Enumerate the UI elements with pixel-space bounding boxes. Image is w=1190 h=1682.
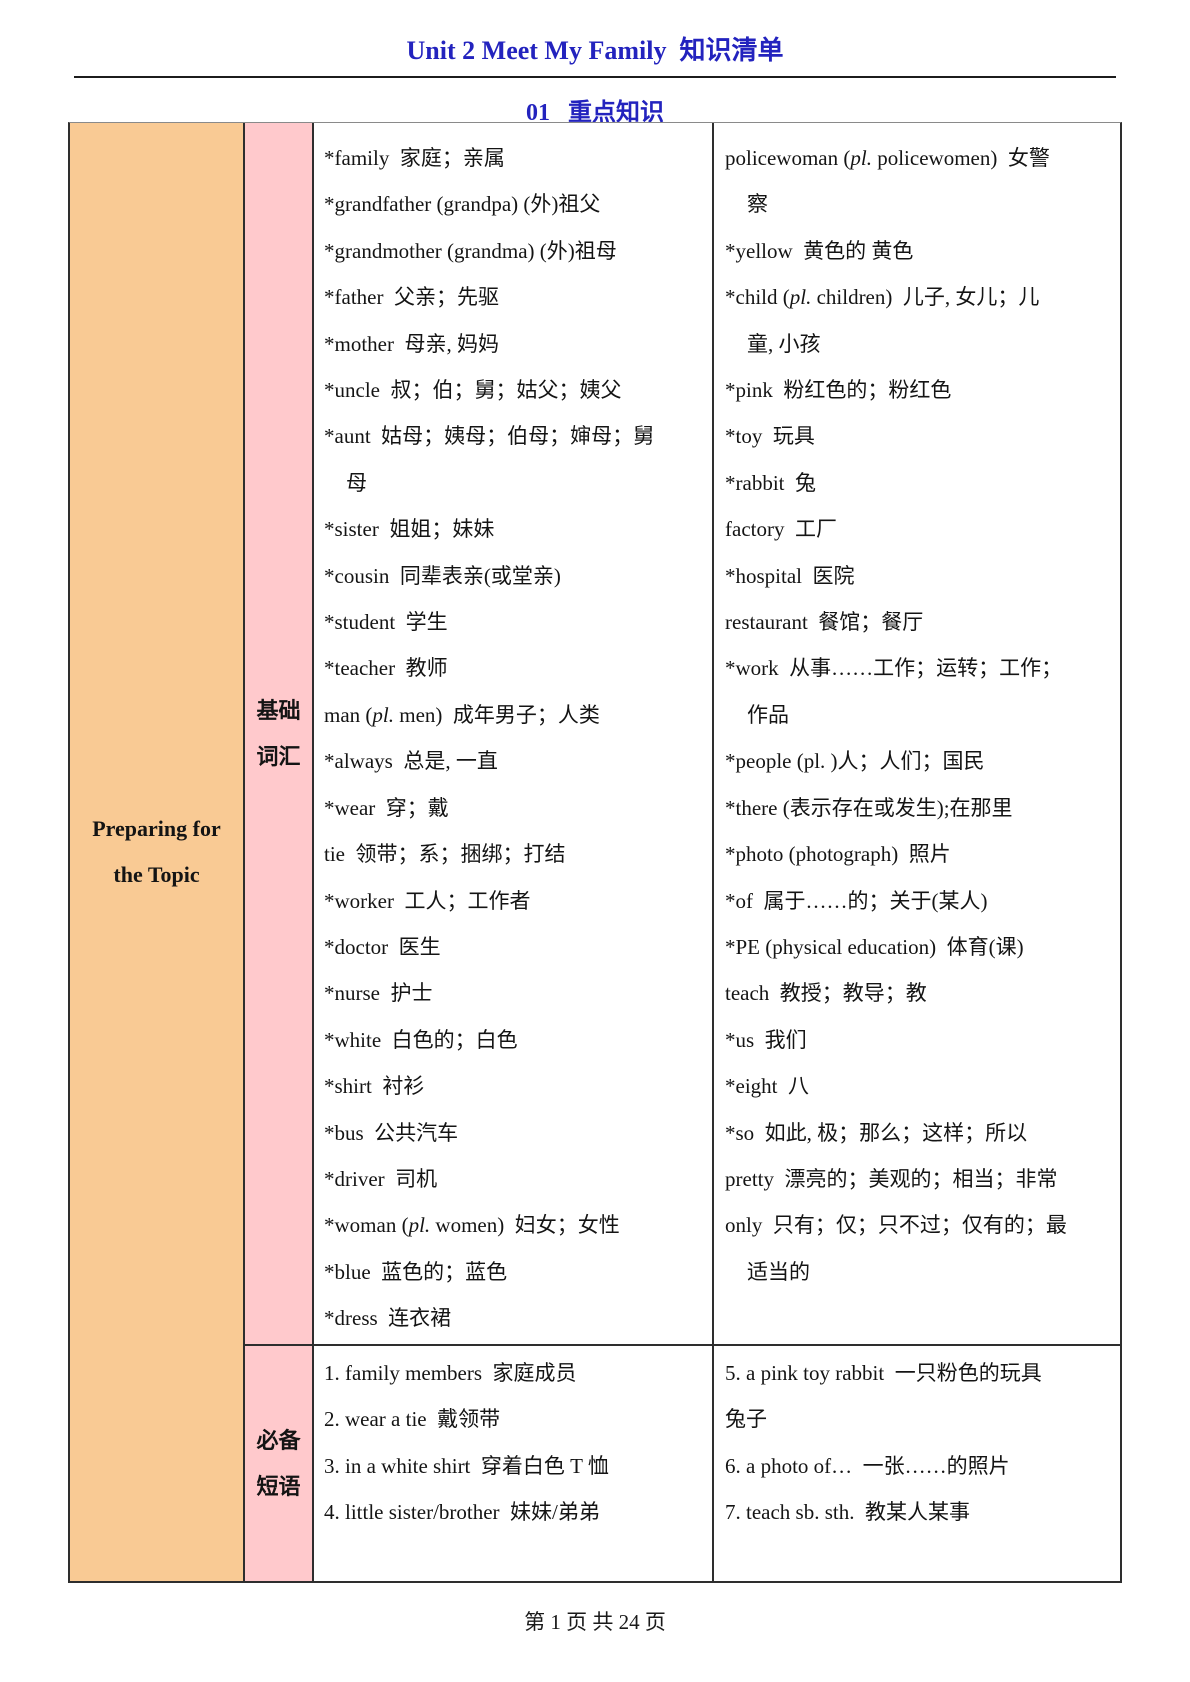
entry-line: *aunt 姑母；姨母；伯母；婶母；舅 <box>324 424 655 449</box>
entry-line: *there (表示存在或发生);在那里 <box>725 795 1013 820</box>
knowledge-table: Preparing for the Topic 基础 词汇 必备 短语 *fam… <box>68 122 1122 1583</box>
entry-line: *child (pl. children) 儿子, 女儿；儿 <box>725 285 1040 310</box>
entry-line: *white 白色的；白色 <box>324 1027 518 1052</box>
entry-line: 童, 小孩 <box>747 331 821 356</box>
entry-line: *work 从事……工作；运转；工作； <box>725 656 1063 681</box>
section-heading: 01 重点知识 <box>526 100 664 126</box>
entry-line: *nurse 护士 <box>324 981 433 1006</box>
vocabulary-right-cell: policewoman (pl. policewomen) 女警察 *yellow… <box>714 123 1120 1344</box>
entry-line: 适当的 <box>747 1259 810 1284</box>
entry-line: *toy 玩具 <box>725 424 815 449</box>
category-column: 基础 词汇 必备 短语 <box>245 123 314 1581</box>
vocabulary-label-line1: 基础 <box>256 697 301 723</box>
entry-line: teach 教授；教导；教 <box>725 981 927 1006</box>
entry-line: *hospital 医院 <box>725 563 855 588</box>
entry-line: factory 工厂 <box>725 517 837 542</box>
entry-line: *cousin 同辈表亲(或堂亲) <box>324 563 561 588</box>
entry-line: *us 我们 <box>725 1027 807 1052</box>
vocabulary-label-line2: 词汇 <box>256 743 301 769</box>
entry-line: tie 领带；系；捆绑；打结 <box>324 842 566 867</box>
vocabulary-row: *family 家庭；亲属 *grandfather (grandpa) (外)祖… <box>314 123 1120 1346</box>
page-title: Unit 2 Meet My Family 知识清单 <box>406 36 784 65</box>
entry-line: *family 家庭；亲属 <box>324 146 505 170</box>
entry-line: *uncle 叔；伯；舅；姑父；姨父 <box>324 378 622 403</box>
entry-line: *PE (physical education) 体育(课) <box>725 934 1024 959</box>
entry-line: *teacher 教师 <box>324 656 448 681</box>
category-cell-vocabulary: 基础 词汇 <box>245 123 312 1346</box>
phrases-right-cell: 5. a pink toy rabbit 一只粉色的玩具 兔子 6. a photo… <box>714 1346 1120 1581</box>
entry-line: only 只有；仅；只不过；仅有的；最 <box>725 1213 1067 1238</box>
entry-line: 兔子 <box>725 1407 767 1432</box>
vocabulary-left-cell: *family 家庭；亲属 *grandfather (grandpa) (外)祖… <box>314 123 714 1344</box>
entry-line: *mother 母亲, 妈妈 <box>324 331 499 356</box>
page-footer: 第 1 页 共 24 页 <box>524 1610 666 1634</box>
entry-line: *worker 工人；工作者 <box>324 888 531 913</box>
entry-line: *eight 八 <box>725 1074 809 1099</box>
entry-line: *father 父亲；先驱 <box>324 285 499 310</box>
entry-line: *grandmother (grandma) (外)祖母 <box>324 238 617 263</box>
category-cell-phrases: 必备 短语 <box>245 1346 312 1581</box>
entry-line: *driver 司机 <box>324 1166 438 1191</box>
entry-line: *sister 姐姐；妹妹 <box>324 517 495 542</box>
entry-line: policewoman (pl. policewomen) 女警 <box>725 146 1050 170</box>
entry-line: 6. a photo of… 一张……的照片 <box>725 1453 1010 1478</box>
entry-line: *so 如此, 极；那么；这样；所以 <box>725 1120 1028 1145</box>
entry-line: *photo (photograph) 照片 <box>725 842 951 867</box>
entry-line: restaurant 餐馆；餐厅 <box>725 610 924 635</box>
entry-line: *always 总是, 一直 <box>324 749 498 774</box>
entry-line: 察 <box>747 192 768 217</box>
phrases-label-line2: 短语 <box>256 1473 301 1499</box>
entry-line: *blue 蓝色的；蓝色 <box>324 1259 508 1284</box>
entry-line: *woman (pl. women) 妇女；女性 <box>324 1213 620 1238</box>
phrases-left-cell: 1. family members 家庭成员 2. wear a tie 戴领带 3… <box>314 1346 714 1581</box>
topic-cell: Preparing for the Topic <box>70 123 245 1581</box>
entry-line: *of 属于……的；关于(某人) <box>725 888 988 913</box>
entry-line: 1. family members 家庭成员 <box>324 1361 577 1385</box>
topic-label-line1: Preparing for <box>92 816 221 841</box>
entry-line: *rabbit 兔 <box>725 470 816 495</box>
entry-line: 母 <box>346 470 367 495</box>
entry-line: *grandfather (grandpa) (外)祖父 <box>324 192 601 217</box>
entry-line: *shirt 衬衫 <box>324 1074 425 1099</box>
entry-line: *student 学生 <box>324 610 448 635</box>
entry-line: 7. teach sb. sth. 教某人某事 <box>725 1500 970 1525</box>
entry-line: pretty 漂亮的；美观的；相当；非常 <box>725 1166 1058 1191</box>
entry-line: *yellow 黄色的 黄色 <box>725 238 914 263</box>
entry-line: *wear 穿；戴 <box>324 795 449 820</box>
entry-line: *people (pl. )人；人们；国民 <box>725 749 985 774</box>
entry-line: 5. a pink toy rabbit 一只粉色的玩具 <box>725 1361 1042 1385</box>
entry-line: *bus 公共汽车 <box>324 1120 459 1145</box>
entry-line: 4. little sister/brother 妹妹/弟弟 <box>324 1500 600 1525</box>
entry-line: man (pl. men) 成年男子；人类 <box>324 702 600 727</box>
content-column: *family 家庭；亲属 *grandfather (grandpa) (外)祖… <box>314 123 1120 1581</box>
entry-line: *doctor 医生 <box>324 934 441 959</box>
entry-line: 作品 <box>747 702 789 727</box>
entry-line: *dress 连衣裙 <box>324 1306 452 1331</box>
entry-line: 3. in a white shirt 穿着白色 T 恤 <box>324 1453 609 1478</box>
phrases-label-line1: 必备 <box>256 1427 301 1453</box>
entry-line: *pink 粉红色的；粉红色 <box>725 378 952 403</box>
phrases-row: 1. family members 家庭成员 2. wear a tie 戴领带 3… <box>314 1346 1120 1581</box>
entry-line: 2. wear a tie 戴领带 <box>324 1407 501 1432</box>
header-divider <box>74 76 1116 78</box>
topic-label-line2: the Topic <box>113 862 200 887</box>
